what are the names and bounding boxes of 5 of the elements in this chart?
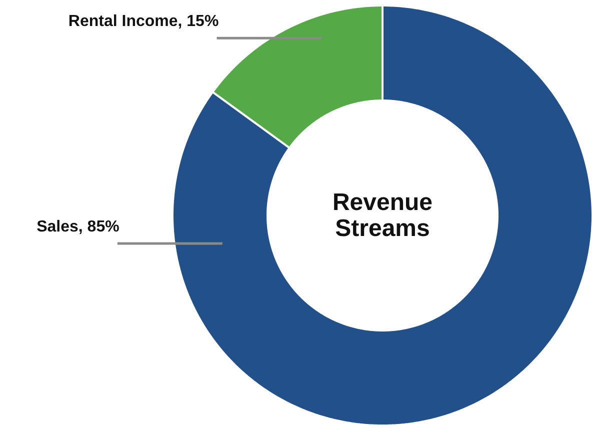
slice-label: Rental Income [68,13,178,30]
slice-label: Sales [36,218,79,236]
text: Revenue Streams [332,189,433,242]
data-label: , 85% [78,218,120,236]
data-label: , 15% [178,13,219,30]
